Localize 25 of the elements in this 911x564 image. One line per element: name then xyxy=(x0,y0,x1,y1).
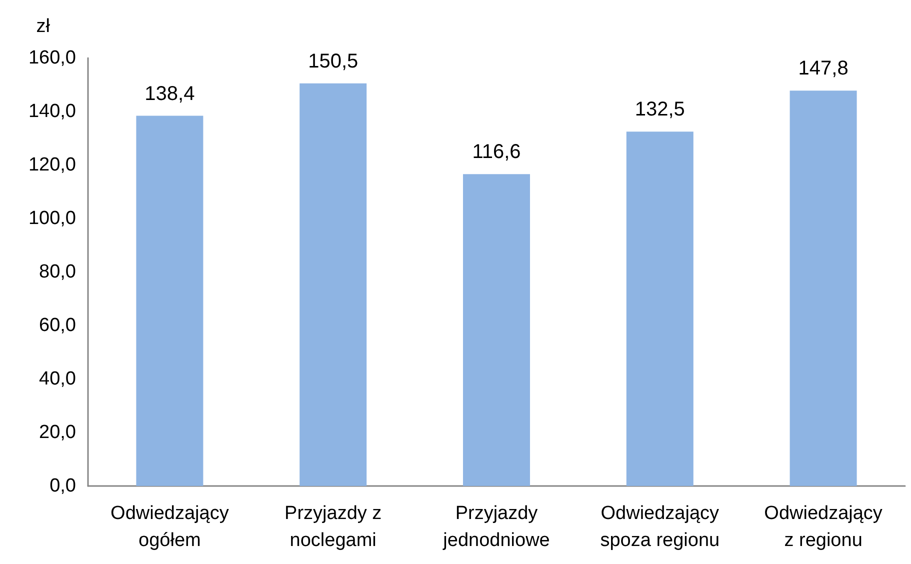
data-label: 147,8 xyxy=(798,58,848,80)
y-tick-label: 40,0 xyxy=(39,368,76,390)
y-axis-title: zł xyxy=(36,16,51,37)
x-tick-label: Przyjazdy jednodniowe xyxy=(442,503,550,551)
x-tick-label: Odwiedzający ogółem xyxy=(110,503,230,551)
data-label: 138,4 xyxy=(144,82,195,105)
y-tick-label: 0,0 xyxy=(50,476,76,496)
x-tick-label: Odwiedzający spoza regionu xyxy=(600,503,720,551)
bar xyxy=(300,83,367,486)
y-tick-label: 80,0 xyxy=(39,262,76,282)
bar xyxy=(463,174,530,486)
y-tick-label: 140,0 xyxy=(28,101,76,122)
y-tick-label: 160,0 xyxy=(28,48,76,68)
data-label: 132,5 xyxy=(634,98,685,121)
y-tick-label: 60,0 xyxy=(39,315,76,336)
y-tick-label: 20,0 xyxy=(39,422,76,443)
y-tick-label: 120,0 xyxy=(28,154,76,176)
bar xyxy=(790,90,857,486)
x-tick-label: Przyjazdy z noclegami xyxy=(284,503,382,551)
data-label: 150,5 xyxy=(308,50,358,72)
x-tick-label: Odwiedzający z regionu xyxy=(764,503,883,551)
bar xyxy=(136,116,204,486)
bar xyxy=(626,132,694,486)
data-label: 116,6 xyxy=(472,141,521,164)
y-tick-label: 100,0 xyxy=(28,208,76,229)
